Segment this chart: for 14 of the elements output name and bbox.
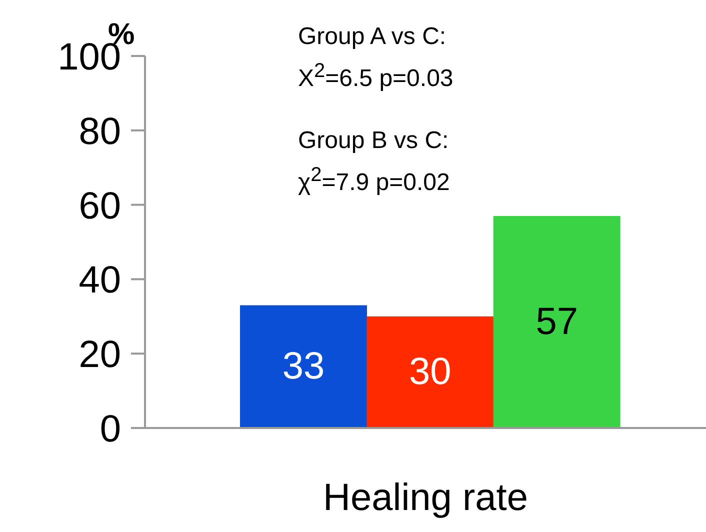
x-axis-title: Healing rate <box>323 477 528 519</box>
annotation: Group B vs C: χ$^{2}$=7.9 p=0.02 <box>298 126 451 198</box>
data-label: 33 <box>282 346 325 388</box>
y-tick-label: 40 <box>78 260 121 302</box>
bar <box>493 216 620 428</box>
data-label: 57 <box>536 300 578 343</box>
y-tick-label: 80 <box>78 110 121 153</box>
annotation: Group A vs C: X$^{2}$=6.5 p=0.03 <box>298 22 454 94</box>
y-tick-label: 0 <box>100 408 121 450</box>
y-tick-label: 20 <box>78 334 121 376</box>
data-label: 30 <box>409 351 452 394</box>
y-tick-label: 60 <box>78 185 121 228</box>
bar <box>240 305 367 428</box>
bar <box>366 316 494 428</box>
